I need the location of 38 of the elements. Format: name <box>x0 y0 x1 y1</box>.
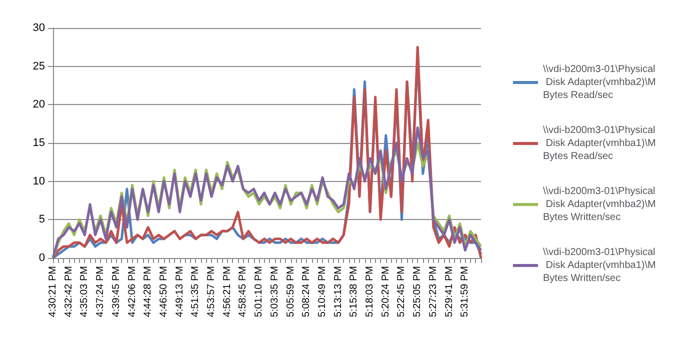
x-tick-label: 4:49:13 PM <box>174 266 186 318</box>
x-tick-label: 4:35:03 PM <box>79 266 90 318</box>
x-tick-label: 5:31:59 PM <box>460 266 471 318</box>
y-tick-label: 0 <box>38 252 45 264</box>
x-tick-label: 5:05:59 PM <box>285 266 296 318</box>
x-tick-label: 4:56:21 PM <box>222 266 233 318</box>
x-tick-label: 5:01:10 PM <box>254 266 265 318</box>
y-tick-label: 5 <box>38 214 45 226</box>
legend-label: \\vdi-b200m3-01\Physical Disk Adapter(vmhba1)\MBytes Read/sec <box>543 125 656 162</box>
x-tick-label: 5:08:24 PM <box>301 266 312 318</box>
legend-label: \\vdi-b200m3-01\Physical Disk Adapter(vmhba1)\MBytes Written/sec <box>543 247 656 284</box>
x-tick-label: 5:27:23 PM <box>428 266 439 318</box>
x-tick-label: 4:51:35 PM <box>190 266 202 318</box>
x-tick-label: 4:44:28 PM <box>142 266 154 318</box>
x-tick-label: 5:22:45 PM <box>396 266 408 318</box>
x-tick-label: 4:32:42 PM <box>63 266 74 318</box>
x-tick-label: 5:18:03 PM <box>364 266 376 318</box>
x-tick-label: 5:20:24 PM <box>380 266 392 318</box>
x-tick-label: 4:42:06 PM <box>126 266 138 318</box>
y-tick-label: 30 <box>32 22 45 34</box>
x-tick-label: 4:37:24 PM <box>95 266 106 318</box>
x-tick-label: 5:29:41 PM <box>444 266 455 318</box>
x-tick-label: 4:39:45 PM <box>110 266 122 318</box>
y-tick-label: 20 <box>32 98 45 111</box>
y-tick-label: 15 <box>32 137 45 149</box>
x-tick-label: 4:30:21 PM <box>48 266 58 318</box>
x-tick-label: 4:58:45 PM <box>238 266 249 318</box>
x-tick-label: 4:46:50 PM <box>158 266 170 318</box>
x-tick-label: 4:53:57 PM <box>206 266 218 318</box>
legend-label: \\vdi-b200m3-01\Physical Disk Adapter(vmhba2)\MBytes Written/sec <box>543 186 656 223</box>
x-tick-label: 5:13:13 PM <box>332 266 344 318</box>
y-tick-label: 25 <box>32 60 45 72</box>
legend-label: \\vdi-b200m3-01\Physical Disk Adapter(vmhba2)\MBytes Read/sec <box>543 64 656 101</box>
x-tick-label: 5:15:38 PM <box>348 266 360 318</box>
x-tick-label: 5:03:35 PM <box>269 266 280 318</box>
x-tick-label: 5:25:05 PM <box>412 266 424 318</box>
x-tick-label: 5:10:49 PM <box>316 266 328 318</box>
y-tick-label: 10 <box>32 175 45 188</box>
